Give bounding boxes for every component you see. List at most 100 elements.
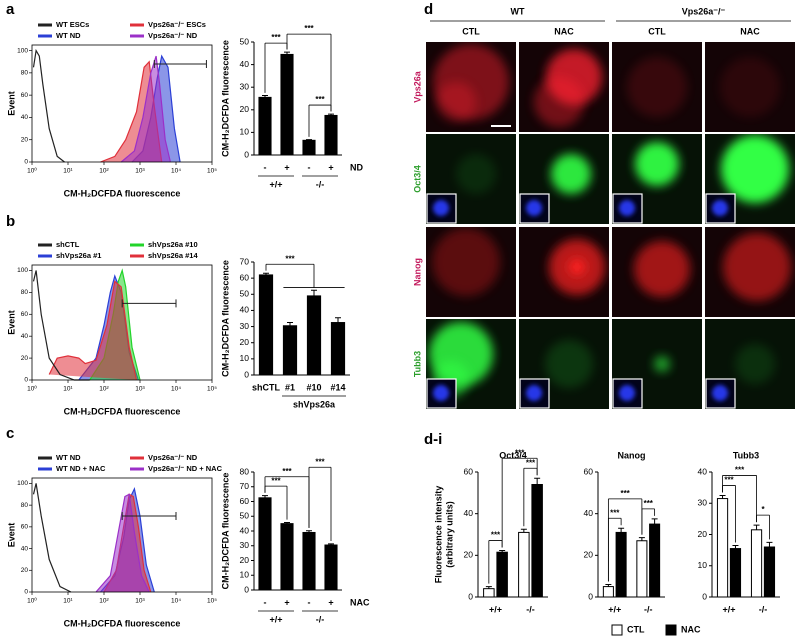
y-tick-label: 30 — [240, 321, 250, 331]
error-bar — [766, 541, 773, 547]
significance-label: *** — [735, 466, 745, 475]
x-axis-label: CM-H₂DCFDA fluorescence — [64, 406, 181, 416]
y-tick-label: 20 — [464, 550, 474, 560]
y-tick-label: 10 — [240, 353, 250, 363]
y-tick-label: 50 — [240, 289, 250, 299]
inset-signal — [526, 200, 542, 216]
y-tick-label: 40 — [698, 466, 708, 476]
x-tick-label: 10⁵ — [207, 386, 217, 393]
bar — [531, 484, 543, 598]
gate — [121, 299, 177, 308]
y-tick-label: 0 — [702, 591, 707, 601]
treatment-label: NAC — [554, 26, 574, 36]
y-axis-label: Event — [6, 91, 16, 116]
x-tick-label: + — [328, 597, 333, 607]
inset-signal — [712, 385, 728, 401]
bar — [258, 96, 272, 156]
bar — [306, 295, 322, 376]
row-label: NAC — [350, 597, 370, 607]
group-label: -/- — [316, 179, 325, 189]
genotype-label: WT — [511, 6, 525, 16]
micrograph-cell — [612, 134, 702, 224]
bar — [763, 546, 776, 598]
legend-label: Vps26a⁻/⁻ ND — [148, 453, 198, 462]
micrograph-cell — [705, 319, 795, 409]
gate — [121, 512, 177, 520]
inset-signal — [526, 385, 542, 401]
chart-title: Oct3/4 — [499, 450, 527, 460]
x-tick-label: 10² — [99, 598, 109, 605]
bar — [649, 523, 661, 598]
y-tick-label: 70 — [240, 256, 250, 266]
bar — [324, 114, 338, 156]
inset-signal — [619, 385, 635, 401]
y-axis-label: Event — [6, 523, 16, 548]
bar — [280, 53, 294, 156]
legend-label: WT ND — [56, 453, 81, 462]
y-tick-label: 20 — [21, 567, 29, 574]
significance-bracket — [607, 498, 643, 582]
bar — [302, 139, 316, 156]
gate — [153, 59, 207, 68]
x-tick-label: 10² — [99, 386, 109, 393]
y-tick-label: 60 — [240, 496, 250, 506]
x-tick-label: -/- — [526, 604, 535, 614]
error-bar — [311, 289, 317, 296]
signal — [634, 241, 690, 297]
y-tick-label: 0 — [24, 377, 28, 384]
y-tick-label: 20 — [698, 529, 708, 539]
significance-label: *** — [304, 24, 314, 33]
error-bar — [262, 495, 268, 498]
y-tick-label: 60 — [21, 524, 29, 531]
error-bar — [328, 543, 334, 546]
y-tick-label: 100 — [17, 480, 28, 487]
y-axis-label: (arbitrary units) — [444, 501, 454, 568]
y-tick-label: 40 — [584, 508, 594, 518]
y-tick-label: 20 — [240, 104, 250, 114]
y-tick-label: 30 — [240, 540, 250, 550]
signal — [635, 142, 679, 186]
chart-title: Nanog — [618, 450, 646, 460]
micrograph-cell — [612, 319, 702, 409]
y-axis-label: CM-H₂DCFDA fluorescence — [220, 40, 230, 157]
x-tick-label: -/- — [644, 604, 653, 614]
y-tick-label: 30 — [240, 81, 250, 91]
y-tick-label: 80 — [21, 70, 29, 77]
panel-label: d-i — [424, 431, 442, 448]
y-tick-label: 60 — [21, 311, 29, 318]
error-bar — [306, 530, 312, 533]
bar — [258, 274, 274, 376]
x-tick-label: 10⁰ — [27, 167, 37, 175]
x-tick-label: 10⁰ — [27, 385, 37, 393]
bar — [302, 531, 316, 591]
y-tick-label: 40 — [464, 508, 474, 518]
legend-label: shVps26a #1 — [56, 251, 101, 260]
significance-label: *** — [644, 499, 654, 508]
x-tick-label: #14 — [330, 382, 345, 392]
inset-signal — [712, 200, 728, 216]
micrograph-cell — [519, 134, 609, 224]
legend-label: Vps26a⁻/⁻ ESCs — [148, 20, 206, 29]
signal — [569, 259, 585, 275]
x-tick-label: 10² — [99, 168, 109, 175]
x-tick-label: 10⁴ — [171, 386, 181, 393]
stain-label: Vps26a — [412, 70, 422, 103]
panel-label: c — [6, 425, 14, 442]
micrograph-cell — [426, 42, 516, 132]
inset-signal — [433, 385, 449, 401]
x-tick-label: 10¹ — [63, 598, 73, 605]
y-tick-label: 50 — [240, 36, 250, 46]
y-tick-label: 10 — [240, 570, 250, 580]
signal — [735, 344, 775, 384]
significance-label: *** — [271, 33, 281, 42]
x-tick-label: -/- — [759, 604, 768, 614]
x-tick-label: + — [284, 162, 289, 172]
bar — [324, 544, 338, 591]
micrograph-cell — [705, 227, 795, 317]
error-bar — [605, 584, 612, 587]
treatment-label: CTL — [462, 26, 480, 36]
micrograph-cell — [519, 42, 609, 132]
y-tick-label: 10 — [240, 127, 250, 137]
inset-signal — [619, 200, 635, 216]
